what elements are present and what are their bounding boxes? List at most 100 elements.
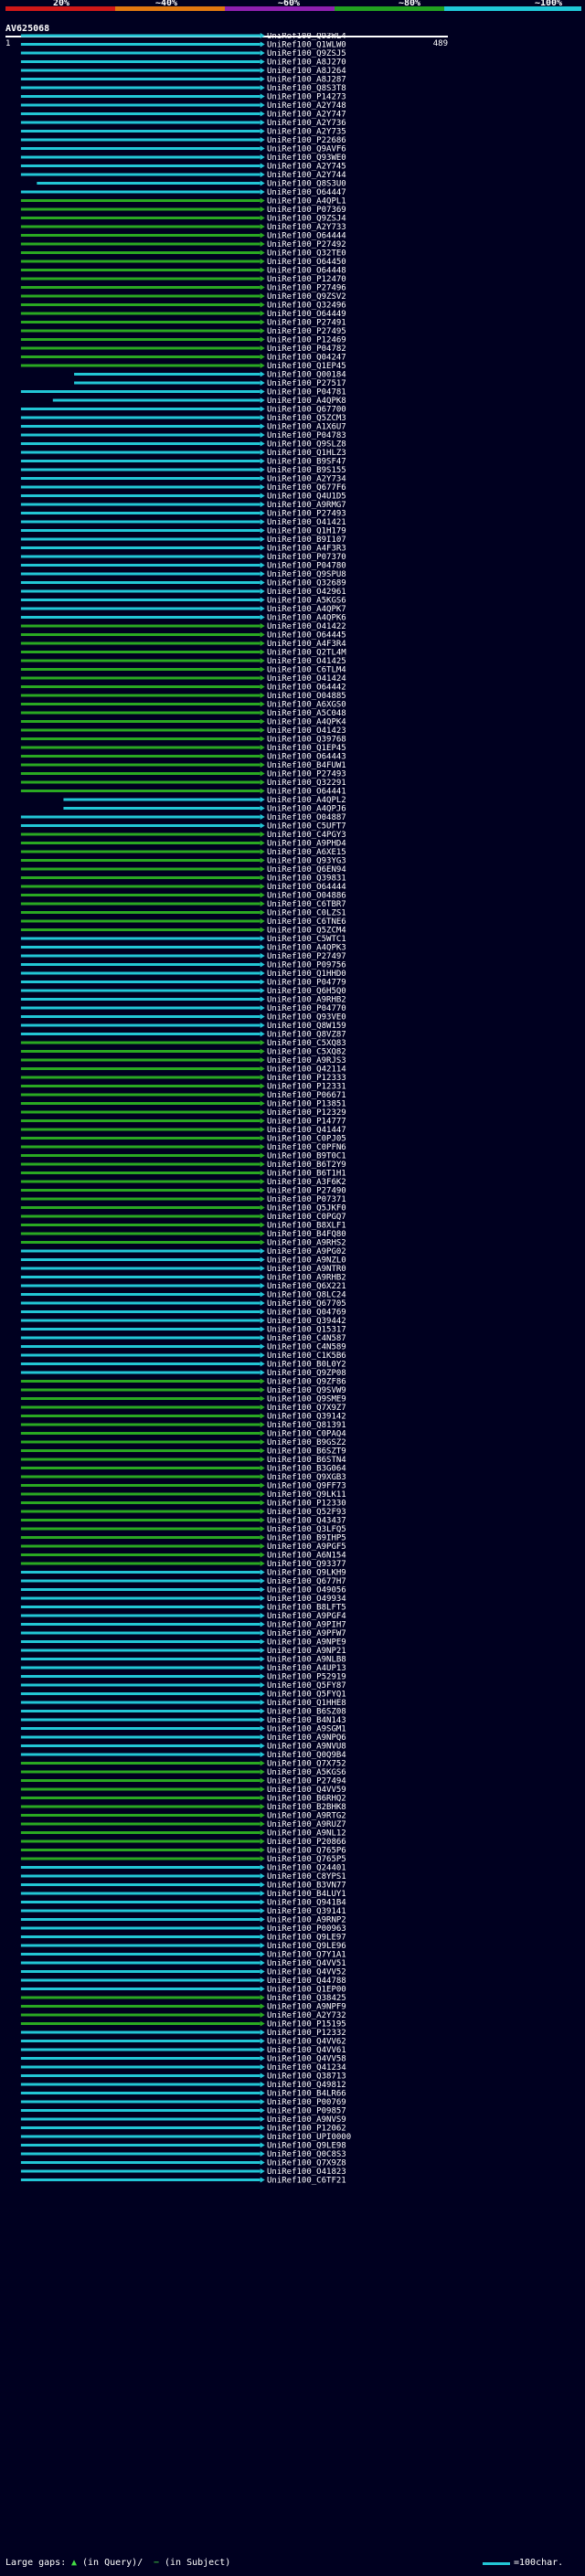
hit-row[interactable]: UniRef100_A9NLB8 <box>20 1656 346 1665</box>
hit-row[interactable]: UniRef100_Q67700 <box>20 406 346 415</box>
hit-label[interactable]: UniRef100_Q5FY87 <box>267 1681 346 1691</box>
hit-bar[interactable] <box>20 234 261 237</box>
hit-label[interactable]: UniRef100_Q8S3T8 <box>267 84 346 93</box>
hit-bar[interactable] <box>20 737 261 740</box>
hit-row[interactable]: UniRef100_Q9ZSJ5 <box>20 49 346 58</box>
hit-label[interactable]: UniRef100_O49056 <box>267 1586 346 1595</box>
hit-bar[interactable] <box>20 121 261 124</box>
hit-label[interactable]: UniRef100_Q81391 <box>267 1421 346 1430</box>
hit-row[interactable]: UniRef100_Q9LK11 <box>20 1490 346 1500</box>
hit-label[interactable]: UniRef100_B6STN4 <box>267 1456 346 1465</box>
hit-row[interactable]: UniRef100_O64450 <box>20 258 346 267</box>
hit-label[interactable]: UniRef100_Q4VV51 <box>267 1959 346 1968</box>
hit-row[interactable]: UniRef100_B4FQ80 <box>20 1230 346 1239</box>
hit-bar[interactable] <box>20 355 261 358</box>
hit-label[interactable]: UniRef100_Q7X9Z8 <box>267 2159 346 2168</box>
hit-bar[interactable] <box>20 1857 261 1860</box>
hit-row[interactable]: UniRef100_Q9ZF86 <box>20 1378 346 1387</box>
hit-label[interactable]: UniRef100_Q93377 <box>267 1560 346 1569</box>
hit-row[interactable]: UniRef100_O41424 <box>20 674 346 684</box>
hit-label[interactable]: UniRef100_O64445 <box>267 631 346 641</box>
hit-bar[interactable] <box>20 711 261 715</box>
hit-row[interactable]: UniRef100_P07371 <box>20 1195 346 1204</box>
hit-label[interactable]: UniRef100_A9RHS2 <box>267 1239 346 1248</box>
hit-label[interactable]: UniRef100_Q5ZCM4 <box>267 927 346 936</box>
hit-bar[interactable] <box>20 260 261 263</box>
hit-bar[interactable] <box>20 2022 261 2025</box>
hit-bar[interactable] <box>20 937 261 940</box>
hit-label[interactable]: UniRef100_Q67705 <box>267 1299 346 1309</box>
hit-row[interactable]: UniRef100_P12470 <box>20 275 346 284</box>
hit-label[interactable]: UniRef100_A4QPJ6 <box>267 805 346 814</box>
hit-row[interactable]: UniRef100_B9SF47 <box>20 458 346 467</box>
hit-row[interactable]: UniRef100_A9RNP2 <box>20 1916 346 1925</box>
hit-row[interactable]: UniRef100_A9NZL0 <box>20 1256 346 1266</box>
hit-label[interactable]: UniRef100_A4QPL2 <box>267 796 346 805</box>
hit-bar[interactable] <box>20 451 261 454</box>
hit-bar[interactable] <box>20 416 261 419</box>
hit-bar[interactable] <box>20 832 261 836</box>
hit-row[interactable]: UniRef100_O49934 <box>20 1595 346 1604</box>
hit-bar[interactable] <box>20 607 261 610</box>
hit-label[interactable]: UniRef100_C0PAQ4 <box>267 1430 346 1439</box>
hit-bar[interactable] <box>20 2109 261 2112</box>
hit-bar[interactable] <box>20 34 261 37</box>
hit-row[interactable]: UniRef100_A2Y745 <box>20 163 346 172</box>
hit-label[interactable]: UniRef100_Q9SME9 <box>267 1395 346 1405</box>
hit-bar[interactable] <box>20 902 261 906</box>
hit-label[interactable]: UniRef100_A2Y733 <box>267 223 346 232</box>
hit-label[interactable]: UniRef100_Q67700 <box>267 406 346 415</box>
hit-bar[interactable] <box>20 859 261 862</box>
hit-bar[interactable] <box>20 911 261 914</box>
hit-row[interactable]: UniRef100_Q49812 <box>20 2081 346 2090</box>
hit-row[interactable]: UniRef100_A4F3R3 <box>20 545 346 554</box>
hit-bar[interactable] <box>20 876 261 879</box>
hit-bar[interactable] <box>20 564 261 567</box>
hit-row[interactable]: UniRef100_P07370 <box>20 553 346 562</box>
hit-row[interactable]: UniRef100_Q7X9Z7 <box>20 1404 346 1413</box>
hit-label[interactable]: UniRef100_A6XE15 <box>267 848 346 857</box>
hit-bar[interactable] <box>20 468 261 472</box>
hit-row[interactable]: UniRef100_B9GSZ2 <box>20 1438 346 1447</box>
hit-label[interactable]: UniRef100_A9NLB8 <box>267 1656 346 1665</box>
hit-label[interactable]: UniRef100_A1X6U7 <box>267 423 346 432</box>
hit-row[interactable]: UniRef100_B6RHQ2 <box>20 1795 346 1804</box>
hit-bar[interactable] <box>20 1814 261 1817</box>
hit-label[interactable]: UniRef100_Q0C8S3 <box>267 2150 346 2159</box>
hit-row[interactable]: UniRef100_A5C048 <box>20 709 346 718</box>
hit-row[interactable]: UniRef100_Q4VV62 <box>20 2038 346 2047</box>
hit-label[interactable]: UniRef100_A9NPQ6 <box>267 1733 346 1743</box>
hit-bar[interactable] <box>20 1276 261 1278</box>
hit-label[interactable]: UniRef100_B6T2Y9 <box>267 1161 346 1170</box>
hit-label[interactable]: UniRef100_Q32291 <box>267 779 346 788</box>
hit-label[interactable]: UniRef100_Q1EP45 <box>267 362 346 371</box>
hit-bar[interactable] <box>20 1683 261 1687</box>
hit-label[interactable]: UniRef100_Q1HHD0 <box>267 970 346 979</box>
hit-bar[interactable] <box>20 1197 261 1201</box>
hit-bar[interactable] <box>20 1353 261 1357</box>
hit-row[interactable]: UniRef100_P07369 <box>20 206 346 215</box>
hit-label[interactable]: UniRef100_A5C048 <box>267 709 346 718</box>
hit-row[interactable]: UniRef100_Q6EN94 <box>20 865 346 875</box>
hit-bar[interactable] <box>20 1319 261 1322</box>
hit-label[interactable]: UniRef100_Q4U1D5 <box>267 493 346 502</box>
hit-bar[interactable] <box>20 894 261 896</box>
hit-bar[interactable] <box>20 1553 261 1556</box>
hit-row[interactable]: UniRef100_P00769 <box>20 2098 346 2107</box>
hit-label[interactable]: UniRef100_A4UP13 <box>267 1664 346 1673</box>
hit-bar[interactable] <box>20 1380 261 1383</box>
hit-row[interactable]: UniRef100_Q93YG3 <box>20 857 346 866</box>
hit-row[interactable]: UniRef100_A9NTR0 <box>20 1265 346 1274</box>
hit-label[interactable]: UniRef100_P00769 <box>267 2098 346 2107</box>
hit-label[interactable]: UniRef100_Q38425 <box>267 1994 346 2003</box>
hit-bar[interactable] <box>20 1831 261 1834</box>
hit-bar[interactable] <box>20 251 261 254</box>
hit-bar[interactable] <box>20 1544 261 1548</box>
hit-bar[interactable] <box>20 1866 261 1869</box>
hit-label[interactable]: UniRef100_Q9LE97 <box>267 1934 346 1943</box>
hit-label[interactable]: UniRef100_B0L0Y2 <box>267 1361 346 1370</box>
hit-label[interactable]: UniRef100_Q32689 <box>267 579 346 588</box>
hit-bar[interactable] <box>20 485 261 489</box>
hit-bar[interactable] <box>20 346 261 350</box>
hit-row[interactable]: UniRef100_P04781 <box>20 388 346 398</box>
